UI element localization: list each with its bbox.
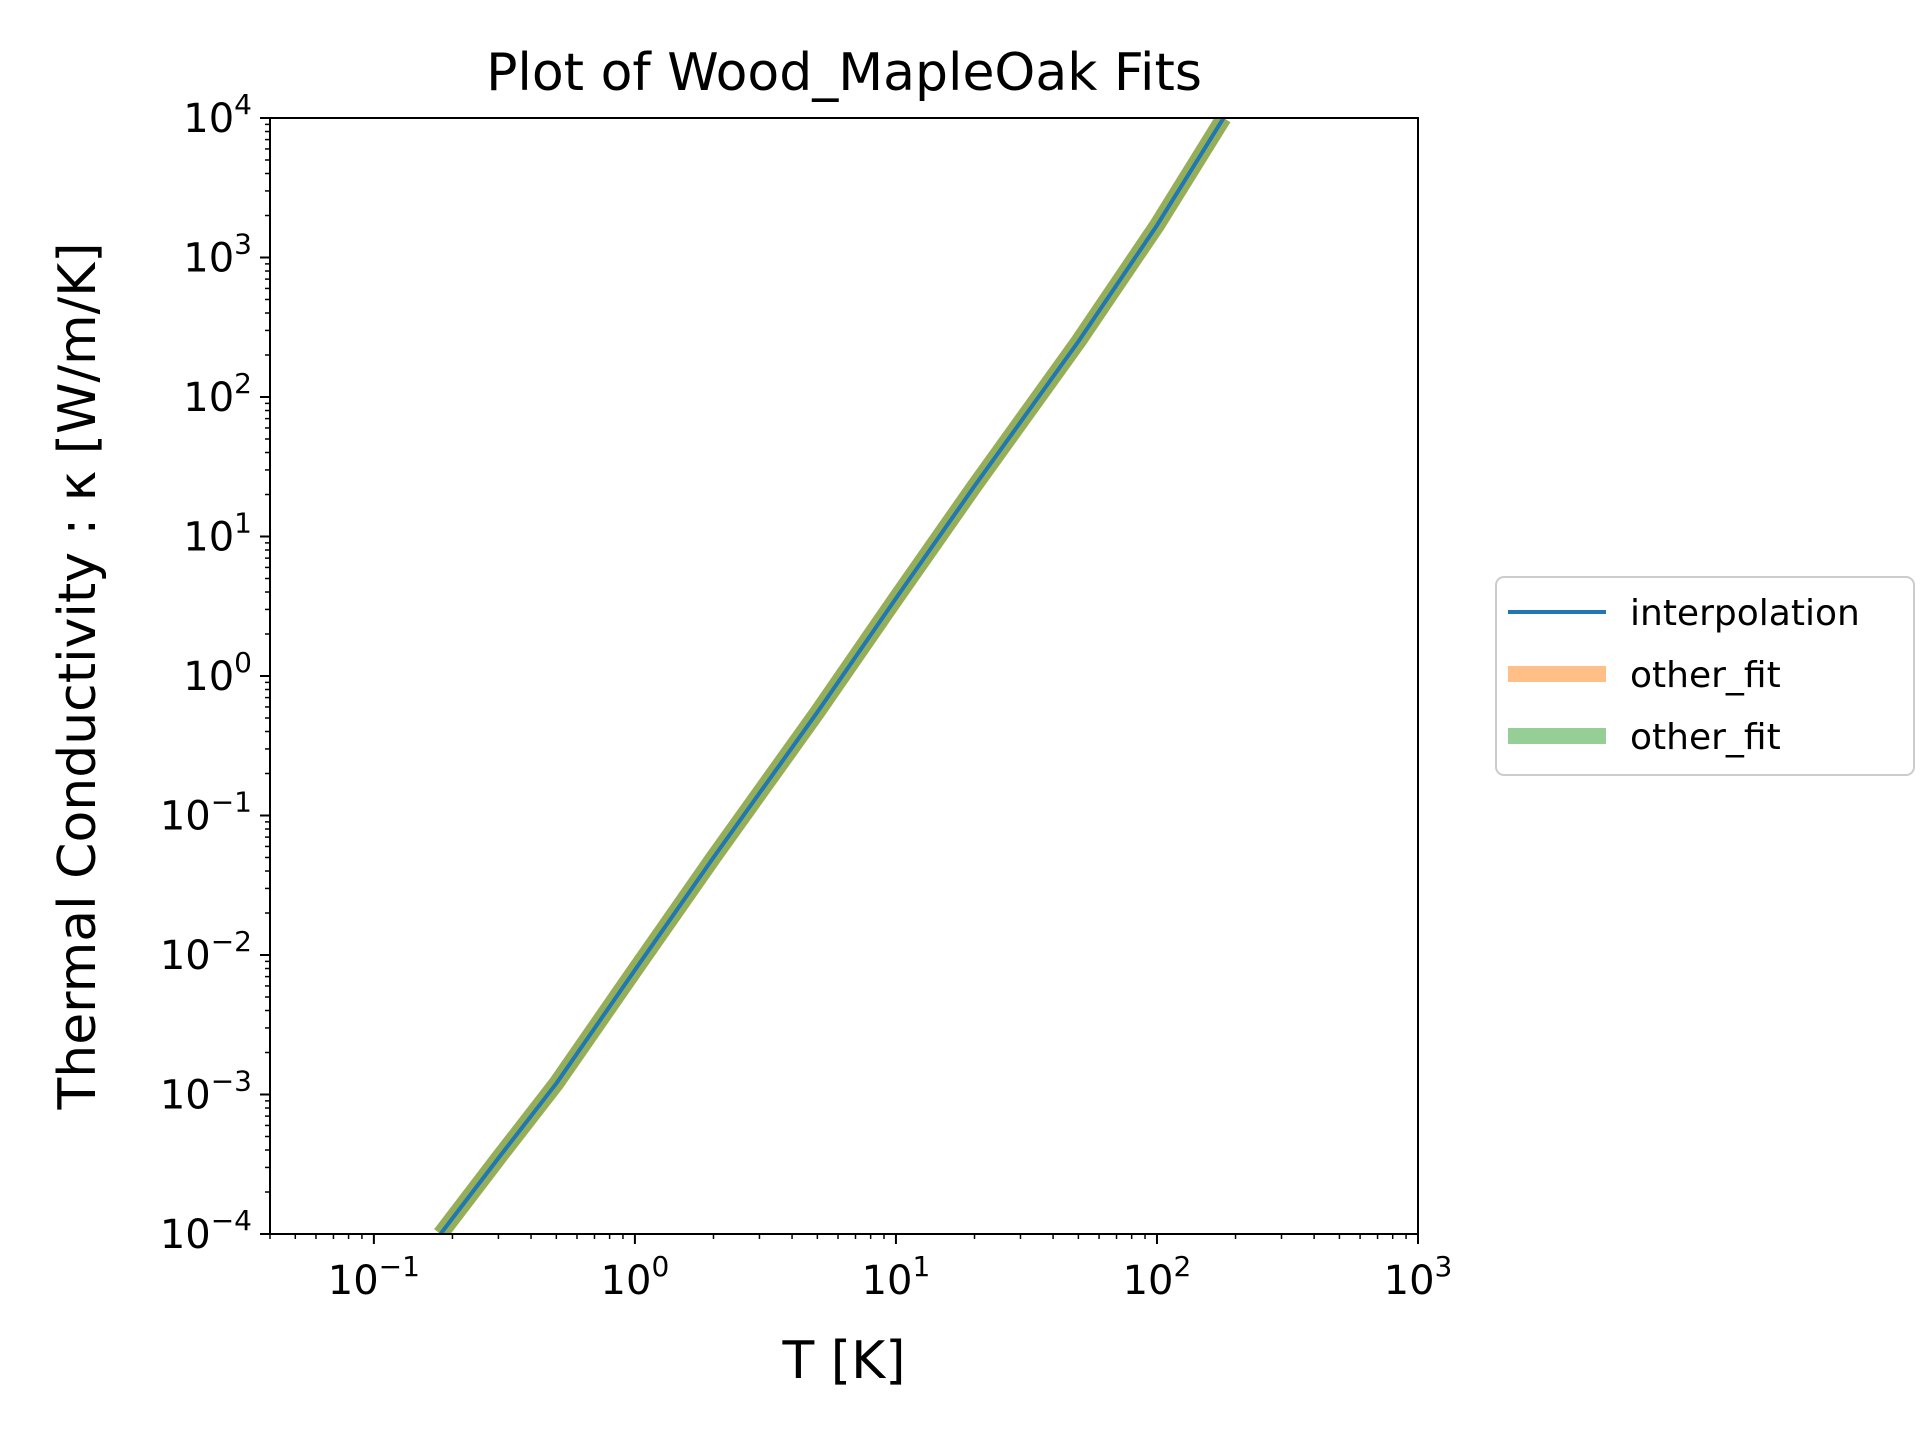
x-tick-label: 10−1: [328, 1250, 420, 1304]
y-tick-label: 101: [183, 507, 252, 561]
y-tick-labels: 10−4 10−3 10−2 10−1 100 101 102 103 104: [160, 88, 252, 1258]
y-tick-label: 10−2: [160, 925, 252, 979]
y-tick-label: 100: [183, 646, 252, 700]
y-axis-title: Thermal Conductivity : κ [W/m/K]: [48, 242, 108, 1110]
legend: interpolation other_fit other_fit: [1495, 576, 1915, 776]
chart-title: Plot of Wood_MapleOak Fits: [486, 43, 1202, 103]
legend-label: other_fit: [1630, 717, 1781, 758]
major-ticks: [260, 117, 1419, 1244]
y-tick-label: 103: [183, 228, 252, 282]
y-tick-label: 104: [183, 88, 252, 142]
x-tick-label: 100: [601, 1250, 670, 1304]
legend-box: [1495, 576, 1915, 776]
legend-label: interpolation: [1630, 593, 1860, 634]
legend-label: other_fit: [1630, 655, 1781, 696]
x-tick-label: 103: [1384, 1250, 1453, 1304]
series-layer: [434, 118, 1231, 1234]
x-axis-title: T [K]: [782, 1331, 906, 1391]
series-line-interpolation: [438, 118, 1226, 1234]
series-line-other-fit: [434, 118, 1231, 1234]
x-tick-label: 101: [862, 1250, 931, 1304]
y-tick-label: 10−3: [160, 1065, 252, 1119]
y-tick-label: 10−1: [160, 786, 252, 840]
plot-frame: [269, 117, 1419, 1235]
y-tick-label: 102: [183, 367, 252, 421]
y-tick-label: 10−4: [160, 1204, 252, 1258]
x-tick-labels: 10−1 100 101 102 103: [328, 1250, 1453, 1304]
x-tick-label: 102: [1123, 1250, 1192, 1304]
series-line-other-fit: [434, 118, 1231, 1234]
